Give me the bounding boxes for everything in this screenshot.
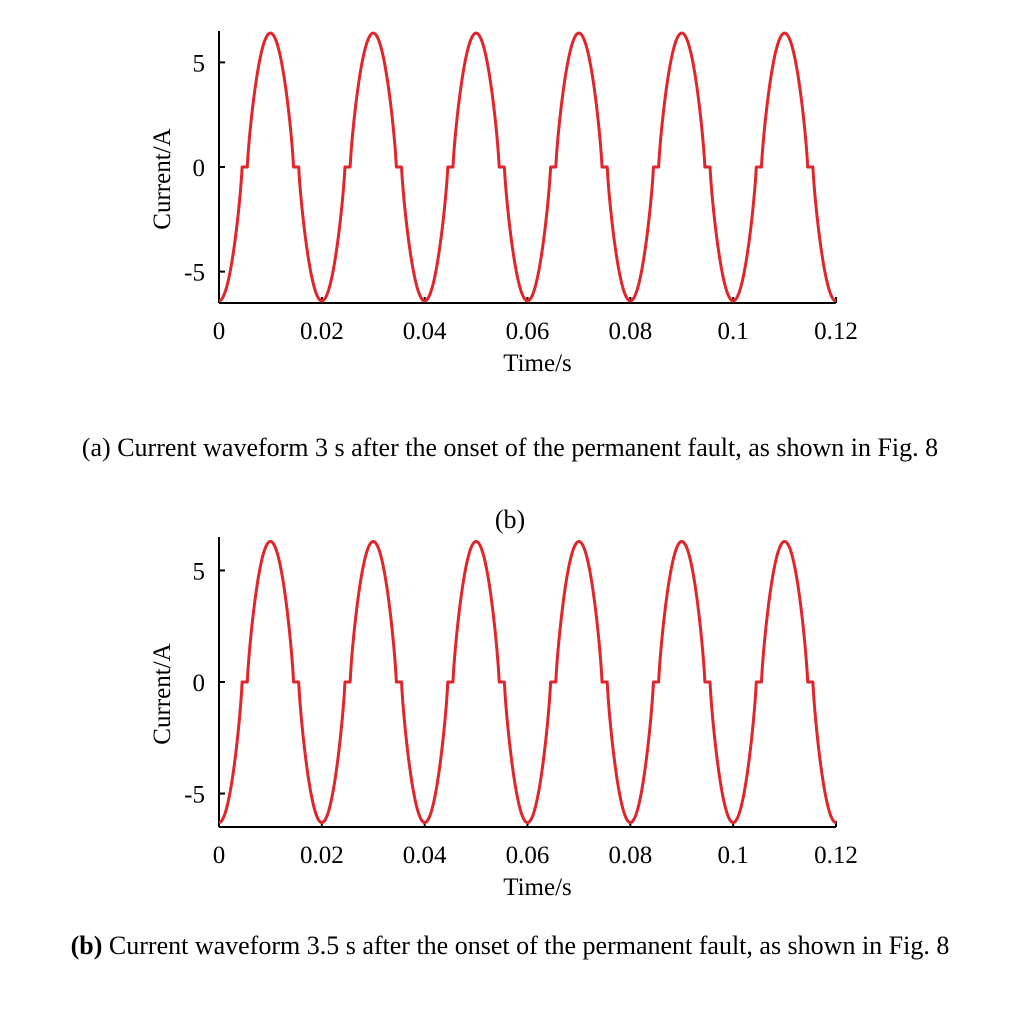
caption-b-label: (b) bbox=[70, 931, 103, 960]
chart-panel-a: 0 0.02 0.04 0.06 0.08 0.1 0.12 5 0 -5 Time/s Curren… bbox=[149, 31, 858, 377]
y-tick-label: 0 bbox=[193, 670, 206, 697]
x-tick-label: 0.02 bbox=[300, 318, 344, 345]
x-tick-label: 0.08 bbox=[608, 318, 652, 345]
chart-panel-b: 0 0.02 0.04 0.06 0.08 0.1 0.12 5 0 -5 Time/s Curren… bbox=[149, 537, 858, 901]
x-axis-title: Time/s bbox=[503, 350, 572, 377]
x-tick-label: 0.1 bbox=[718, 318, 749, 345]
x-axis-title: Time/s bbox=[503, 874, 572, 901]
caption-a: (a) Current waveform 3 s after the onset… bbox=[81, 433, 939, 462]
y-tick-label: -5 bbox=[184, 782, 205, 809]
x-tick-label: 0 bbox=[213, 842, 226, 869]
y-axis-title: Current/A bbox=[149, 128, 176, 229]
x-tick-label: 0.06 bbox=[506, 318, 550, 345]
x-tick-label: 0.1 bbox=[718, 842, 749, 869]
x-tick-label: 0.12 bbox=[814, 318, 858, 345]
caption-b-marker: (b) bbox=[494, 505, 526, 534]
series-line-current bbox=[218, 31, 837, 303]
x-tick-label: 0 bbox=[213, 318, 226, 345]
caption-b-text: Current waveform 3.5 s after the onset o… bbox=[102, 931, 950, 960]
series-line-current bbox=[218, 539, 837, 825]
x-tick-label: 0.12 bbox=[814, 842, 858, 869]
y-tick-label: 5 bbox=[193, 50, 206, 77]
y-axis-title: Current/A bbox=[149, 643, 176, 744]
y-tick-label: -5 bbox=[184, 260, 205, 287]
y-tick-label: 5 bbox=[193, 558, 206, 585]
x-tick-label: 0.02 bbox=[300, 842, 344, 869]
caption-b: (b) Current waveform 3.5 s after the ons… bbox=[30, 930, 990, 962]
x-tick-label: 0.04 bbox=[403, 842, 447, 869]
x-tick-label: 0.08 bbox=[608, 842, 652, 869]
y-tick-label: 0 bbox=[193, 155, 206, 182]
x-tick-label: 0.06 bbox=[506, 842, 550, 869]
x-tick-label: 0.04 bbox=[403, 318, 447, 345]
